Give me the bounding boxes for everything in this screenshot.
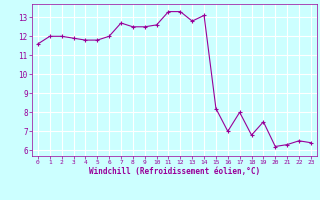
X-axis label: Windchill (Refroidissement éolien,°C): Windchill (Refroidissement éolien,°C): [89, 167, 260, 176]
